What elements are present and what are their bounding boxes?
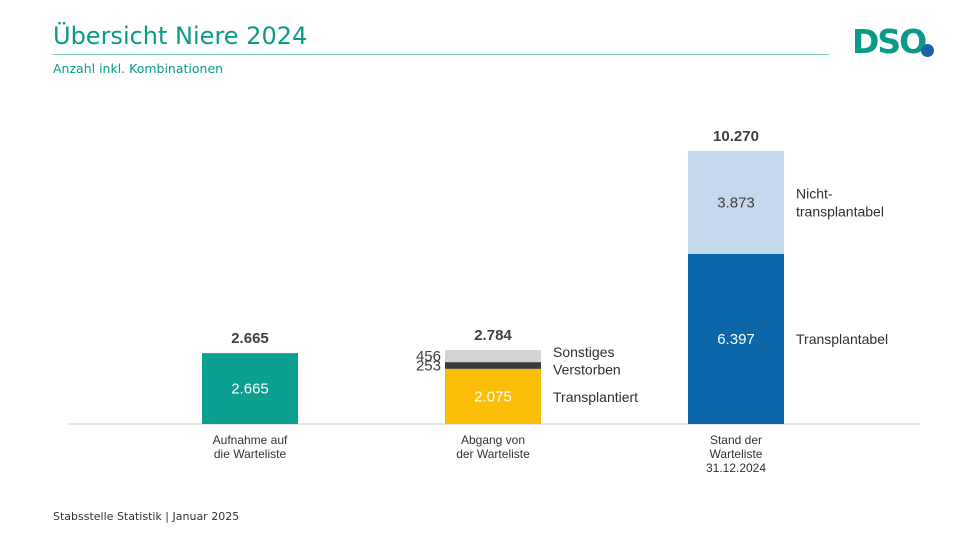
segment-label-sonstiges: 456 <box>416 348 441 365</box>
legend-label-transplantabel: Transplantabel <box>796 331 888 347</box>
bar-segment-sonstiges <box>445 349 541 363</box>
category-label: Abgang von <box>461 433 525 447</box>
bar-segment-aufnahme <box>202 353 298 424</box>
bar-segment-nicht_transplantabel <box>688 151 784 254</box>
logo-dot-icon <box>921 44 934 57</box>
category-label: 31.12.2024 <box>706 461 766 475</box>
legend-label-nicht_transplantabel-line2: transplantabel <box>796 203 884 219</box>
segment-label-nicht_transplantabel: 3.873 <box>717 194 755 211</box>
segment-label-transplantiert: 2.075 <box>474 388 512 405</box>
category-label: Stand der <box>710 433 762 447</box>
total-label: 2.784 <box>474 327 512 344</box>
total-label: 10.270 <box>713 128 759 145</box>
legend-label-sonstiges: Sonstiges <box>553 344 614 360</box>
category-label: Aufnahme auf <box>213 433 288 447</box>
legend-label-verstorben: Verstorben <box>553 361 621 377</box>
legend-label-nicht_transplantabel: Nicht- <box>796 185 833 201</box>
category-label: die Warteliste <box>214 447 287 461</box>
title-divider <box>53 54 829 55</box>
bar-segment-transplantiert <box>445 368 541 424</box>
bar-segment-verstorben <box>445 362 541 369</box>
segment-label-verstorben: 253 <box>416 357 441 374</box>
legend-label-transplantiert: Transplantiert <box>553 389 638 405</box>
footer-note: Stabsstelle Statistik | Januar 2025 <box>53 510 240 523</box>
bar-segment-transplantabel <box>688 253 784 424</box>
page-title: Übersicht Niere 2024 <box>53 22 308 50</box>
total-label: 2.665 <box>231 330 269 347</box>
segment-label-aufnahme: 2.665 <box>231 381 269 398</box>
category-label: Warteliste <box>710 447 763 461</box>
page-subtitle: Anzahl inkl. Kombinationen <box>53 61 224 76</box>
dso-logo: DSO <box>852 22 927 61</box>
category-label: der Warteliste <box>456 447 530 461</box>
segment-label-transplantabel: 6.397 <box>717 331 755 348</box>
